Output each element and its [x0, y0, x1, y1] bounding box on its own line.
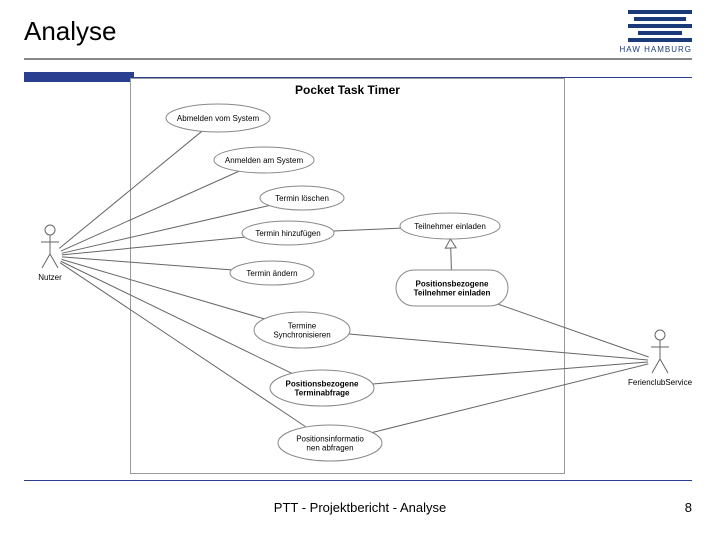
- footer-text: PTT - Projektbericht - Analyse: [0, 500, 720, 515]
- page-title: Analyse: [24, 16, 117, 47]
- actor-label: Nutzer: [38, 273, 62, 282]
- use-case-label: Positionsinformatio: [296, 435, 364, 444]
- use-case-hinzu: Termin hinzufügen: [242, 221, 334, 245]
- actor-service: FerienclubService: [628, 330, 693, 387]
- use-case-posabfr: PositionsbezogeneTerminabfrage: [270, 370, 374, 406]
- actor-label: FerienclubService: [628, 378, 693, 387]
- use-case-label: Anmelden am System: [225, 156, 304, 165]
- use-case-label: Positionsbezogene: [286, 380, 359, 389]
- haw-logo-text: HAW HAMBURG: [620, 45, 692, 54]
- association-line: [62, 206, 270, 254]
- page-number: 8: [685, 500, 692, 515]
- use-case-abmelden: Abmelden vom System: [166, 104, 270, 132]
- use-case-label: Positionsbezogene: [416, 280, 489, 289]
- title-rule: [24, 58, 692, 60]
- actor-nutzer: Nutzer: [38, 225, 62, 282]
- use-case-diagram: Abmelden vom System Anmelden am System Ter…: [0, 78, 720, 480]
- use-case-label: nen abfragen: [306, 444, 353, 453]
- use-case-loeschen: Termin löschen: [260, 186, 344, 210]
- actors: Nutzer FerienclubService: [38, 225, 692, 387]
- use-case-anmelden: Anmelden am System: [214, 147, 314, 173]
- haw-logo-bars: [628, 10, 692, 42]
- association-line: [62, 237, 245, 255]
- association-line: [59, 131, 202, 248]
- use-case-label: Termin hinzufügen: [255, 229, 320, 238]
- association-line: [333, 228, 400, 231]
- haw-logo: HAW HAMBURG: [620, 10, 692, 54]
- use-case-posinfo: Positionsinformationen abfragen: [278, 425, 382, 461]
- bottom-rule: [24, 480, 692, 481]
- use-case-label: Teilnehmer einladen: [414, 289, 491, 298]
- association-line: [60, 263, 306, 427]
- use-case-label: Synchronisieren: [273, 331, 330, 340]
- generalization-arrowhead: [445, 239, 456, 248]
- association-line: [372, 364, 648, 433]
- use-case-label: Termin ändern: [246, 269, 297, 278]
- association-line: [373, 362, 648, 384]
- use-case-posinvite: PositionsbezogeneTeilnehmer einladen: [396, 270, 508, 306]
- use-case-aendern: Termin ändern: [230, 261, 314, 285]
- use-case-label: Terminabfrage: [295, 389, 351, 398]
- use-case-label: Termine: [288, 322, 317, 331]
- use-case-einladen: Teilnehmer einladen: [400, 213, 500, 239]
- use-case-label: Termin löschen: [275, 194, 329, 203]
- association-line: [62, 257, 231, 270]
- use-case-sync: TermineSynchronisieren: [254, 312, 350, 348]
- use-case-label: Teilnehmer einladen: [414, 222, 486, 231]
- use-case-label: Abmelden vom System: [177, 114, 260, 123]
- use-cases: Abmelden vom System Anmelden am System Ter…: [166, 104, 508, 461]
- association-line: [61, 171, 239, 251]
- association-line: [349, 334, 648, 360]
